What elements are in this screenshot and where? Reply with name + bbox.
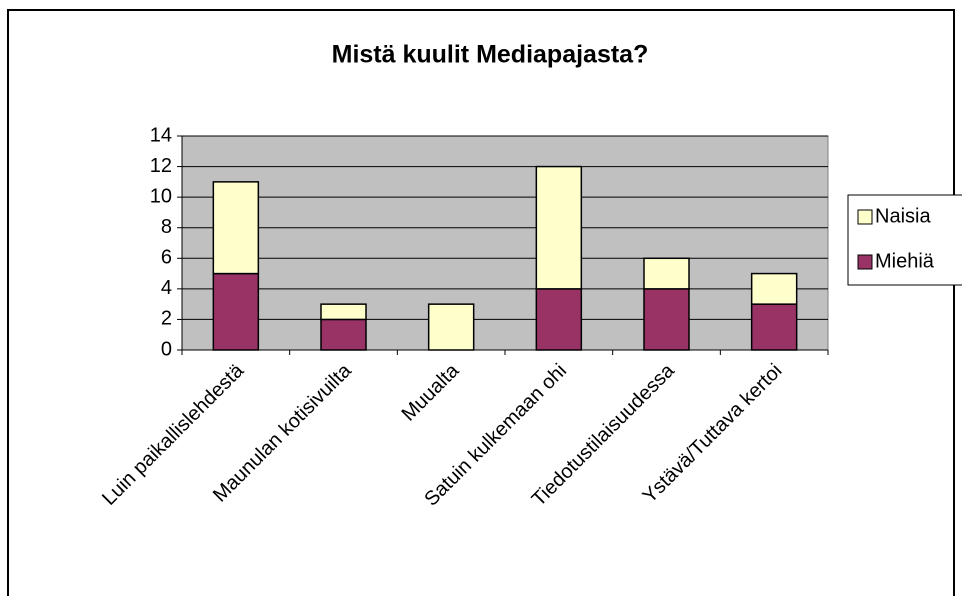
- y-tick-label: 12: [150, 155, 172, 177]
- y-tick-label: 2: [161, 308, 172, 330]
- bar-segment: [643, 257, 690, 290]
- y-tick-label: 4: [161, 277, 172, 299]
- y-tick-label: 14: [150, 124, 172, 146]
- y-tick-label: 10: [150, 185, 172, 207]
- bar-segment: [212, 272, 260, 351]
- bar-segment: [212, 181, 260, 275]
- legend-swatch: [857, 254, 873, 270]
- chart-title: Mistä kuulit Mediapajasta?: [332, 41, 649, 69]
- bar-segment: [750, 303, 798, 351]
- bar-segment: [535, 165, 583, 290]
- y-tick-label: 6: [161, 247, 172, 269]
- legend-label: Miehiä: [875, 250, 935, 272]
- y-tick-label: 8: [161, 216, 172, 238]
- legend-swatch: [857, 209, 873, 225]
- bar-segment: [643, 288, 690, 351]
- plot-area: [181, 135, 829, 351]
- legend-label: Naisia: [875, 205, 931, 227]
- bar-segment: [320, 318, 367, 351]
- bar-segment: [427, 303, 475, 351]
- bar-segment: [750, 272, 798, 305]
- bar-segment: [535, 288, 583, 351]
- bar-segment: [320, 303, 367, 321]
- y-tick-label: 0: [161, 338, 172, 360]
